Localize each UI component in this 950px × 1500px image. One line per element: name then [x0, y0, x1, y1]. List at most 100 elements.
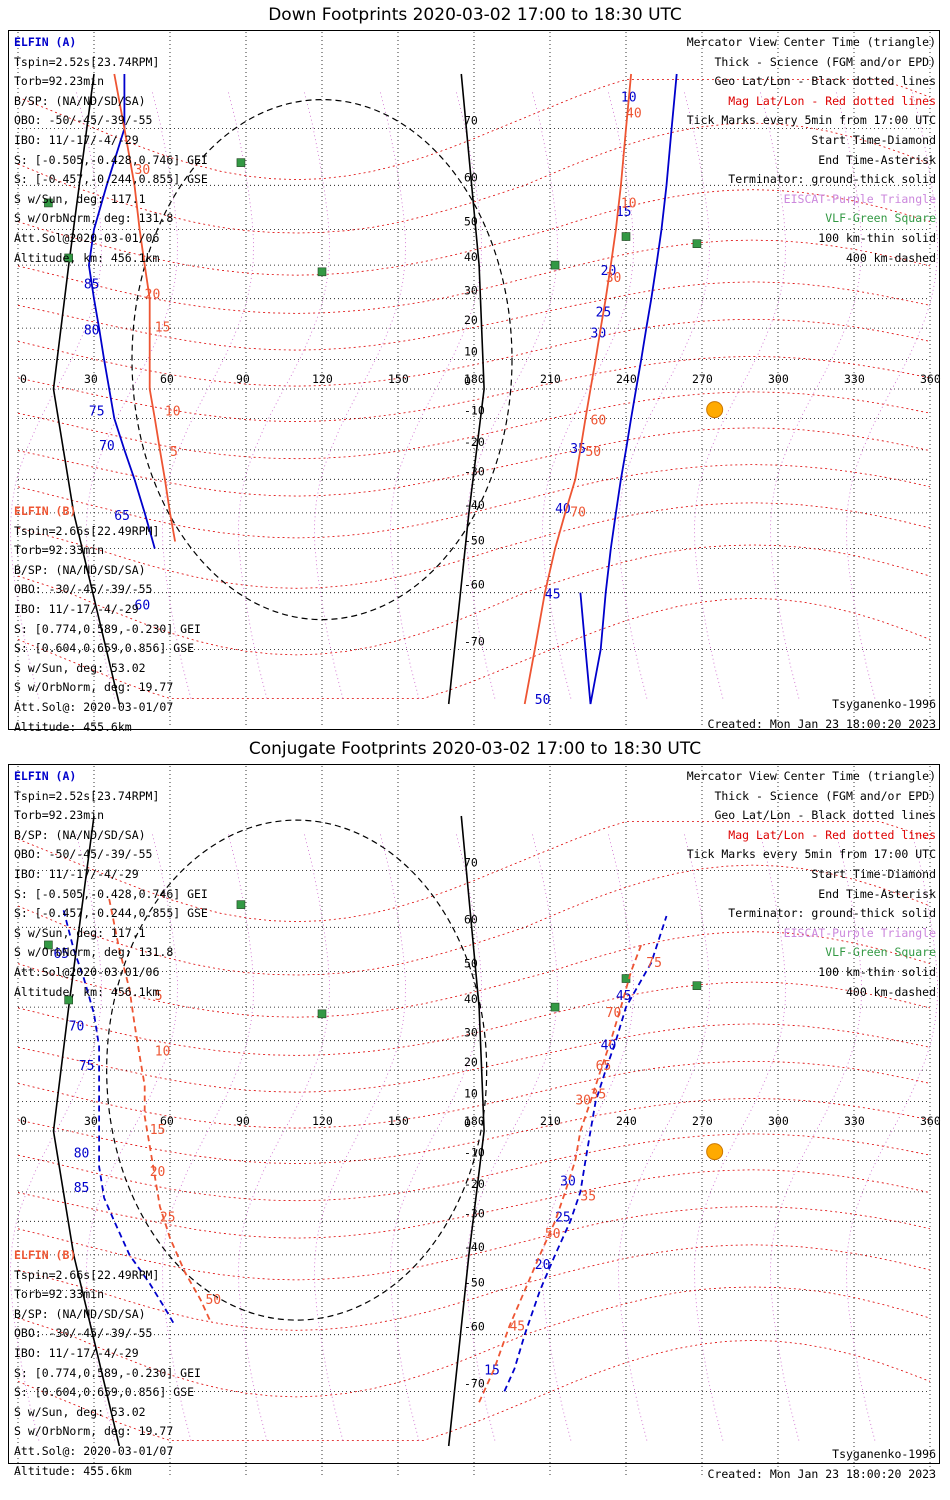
elfin-a-track [503, 915, 668, 1392]
created-label: Created: Mon Jan 23 18:00:20 2023 [707, 717, 936, 731]
info-line: S w/OrbNorm, deg: 131.8 [14, 945, 174, 960]
mag-parallel [17, 1098, 931, 1164]
mag-parallel [17, 1206, 931, 1281]
track-tick-label: 20 [601, 264, 617, 279]
terminator-line [52, 815, 121, 1447]
legend-entry: 400 km-dashed [845, 984, 936, 999]
y-tick-label: -10 [464, 1145, 485, 1159]
y-tick-label: 50 [464, 956, 478, 970]
info-line: B/SP: (NA/ND/SD/SA) [14, 562, 146, 577]
elfin-b-track [478, 944, 643, 1403]
info-line: S: [0.774,0.589,-0.230] GEI [14, 1365, 201, 1380]
mag-parallel [17, 281, 931, 351]
x-tick-label: 300 [768, 372, 789, 386]
track-tick-label: 75 [79, 1059, 95, 1074]
info-line: Tspin=2.66s[22.49RPM] [14, 523, 160, 538]
mag-parallel [17, 1023, 931, 1093]
track-tick-label: 30 [135, 163, 151, 178]
info-line: Att.Sol@2020-03-01/06 [14, 964, 160, 979]
track-tick-label: 40 [626, 107, 642, 122]
vlf-station [621, 974, 631, 983]
legend: Mercator View Center Time (triangle) Thic… [687, 767, 936, 1002]
subsolar-point [706, 401, 724, 419]
y-tick-label: 60 [464, 912, 478, 926]
track-tick-label: 40 [601, 1039, 617, 1054]
track-tick-label: 20 [150, 1165, 166, 1180]
mag-meridian [542, 90, 634, 699]
vlf-station [236, 158, 246, 167]
legend-entry: Geo Lat/Lon - Black dotted lines [714, 808, 936, 823]
y-tick-label: 20 [464, 1055, 478, 1069]
track-tick-label: 45 [509, 1319, 525, 1334]
track-tick-label: 85 [74, 1181, 90, 1196]
info-line: OBO: -30/-45/-39/-55 [14, 582, 153, 597]
legend-entry: End Time-Asterisk [818, 152, 936, 167]
elfin-b-track [523, 73, 632, 705]
info-line: Altitude, km: 456.1km [14, 250, 160, 265]
info-line: Torb=92.23min [14, 74, 105, 89]
legend-entry: Terminator: ground-thick solid [728, 172, 936, 187]
legend-entry: EISCAT-Purple Triangle [783, 925, 936, 940]
info-line: Tspin=2.66s[22.49RPM] [14, 1267, 160, 1282]
elfin-a-track [62, 910, 176, 1327]
vlf-station [550, 260, 560, 270]
chart-frame [8, 764, 940, 1464]
legend-entry: Mag Lat/Lon - Red dotted lines [728, 827, 936, 842]
info-line: S: [-0.505,-0.428,0.746] GEI [14, 152, 208, 167]
info-line: OBO: -30/-45/-39/-55 [14, 1326, 153, 1341]
y-tick-label: -50 [464, 534, 485, 548]
vlf-station [317, 267, 327, 277]
vlf-station [44, 198, 53, 208]
track-tick-label: 65 [53, 947, 69, 962]
info-line: S w/OrbNorm, deg: 131.8 [14, 211, 174, 226]
track-tick-label: 60 [135, 599, 151, 614]
mag-parallel [17, 597, 931, 699]
track-tick-label: 35 [580, 1190, 596, 1205]
y-tick-label: -20 [464, 1177, 485, 1191]
info-line: S: [0.774,0.589,-0.230] GEI [14, 621, 201, 636]
info-line: B/SP: (NA/ND/SD/SA) [14, 827, 146, 842]
info-line: S: [-0.457,-0.244,0.855] GSE [14, 172, 208, 187]
x-tick-label: 0 [20, 372, 27, 386]
y-tick-label: -50 [464, 1276, 485, 1290]
info-line: S w/Sun, deg: 53.02 [14, 1404, 146, 1419]
model-label: Tsyganenko-1996 [832, 697, 936, 711]
elfin-b-track [108, 898, 212, 1322]
track-tick-label: 50 [535, 693, 551, 708]
info-line: S w/Sun, deg: 53.02 [14, 660, 146, 675]
y-tick-label: 10 [464, 1087, 478, 1101]
track-tick-label: 10 [155, 1044, 171, 1059]
track-tick-label: 5 [155, 989, 163, 1004]
legend-entry: End Time-Asterisk [818, 886, 936, 901]
track-tick-label: 35 [591, 1087, 607, 1102]
legend-entry: VLF-Green Square [825, 211, 936, 226]
y-tick-label: 60 [464, 170, 478, 184]
y-tick-label: -70 [464, 1376, 485, 1390]
info-line: IBO: 11/-17/-4/-29 [14, 601, 139, 616]
info-line: Torb=92.23min [14, 808, 105, 823]
track-tick-label: 10 [165, 404, 181, 419]
x-tick-label: 360 [920, 372, 941, 386]
legend-entry: VLF-Green Square [825, 945, 936, 960]
track-tick-label: 70 [606, 1006, 622, 1021]
legend-entry: Geo Lat/Lon - Black dotted lines [714, 74, 936, 89]
y-tick-label: 0 [464, 374, 471, 388]
x-tick-label: 330 [844, 372, 865, 386]
track-tick-label: 70 [69, 1020, 85, 1035]
info-line: S w/Sun, deg: 117.1 [14, 191, 146, 206]
legend-entry: Mercator View Center Time (triangle) [686, 769, 936, 783]
info-line: Altitude: 455.6km [14, 719, 132, 734]
track-tick-label: 30 [591, 327, 607, 342]
legend-entry: 400 km-dashed [845, 250, 936, 265]
mag-meridian [238, 90, 330, 699]
vlf-station [692, 239, 702, 248]
x-tick-label: 90 [236, 1114, 250, 1128]
mag-parallel [17, 391, 931, 460]
x-tick-label: 330 [844, 1114, 865, 1128]
legend-entry: Thick - Science (FGM and/or EPD) [714, 54, 936, 69]
info-line: IBO: 11/-17/-4/-29 [14, 866, 139, 881]
track-tick-label: 65 [114, 509, 130, 524]
mag-parallel [17, 427, 931, 497]
mag-parallel [17, 864, 931, 976]
track-tick-label: 70 [99, 439, 115, 454]
